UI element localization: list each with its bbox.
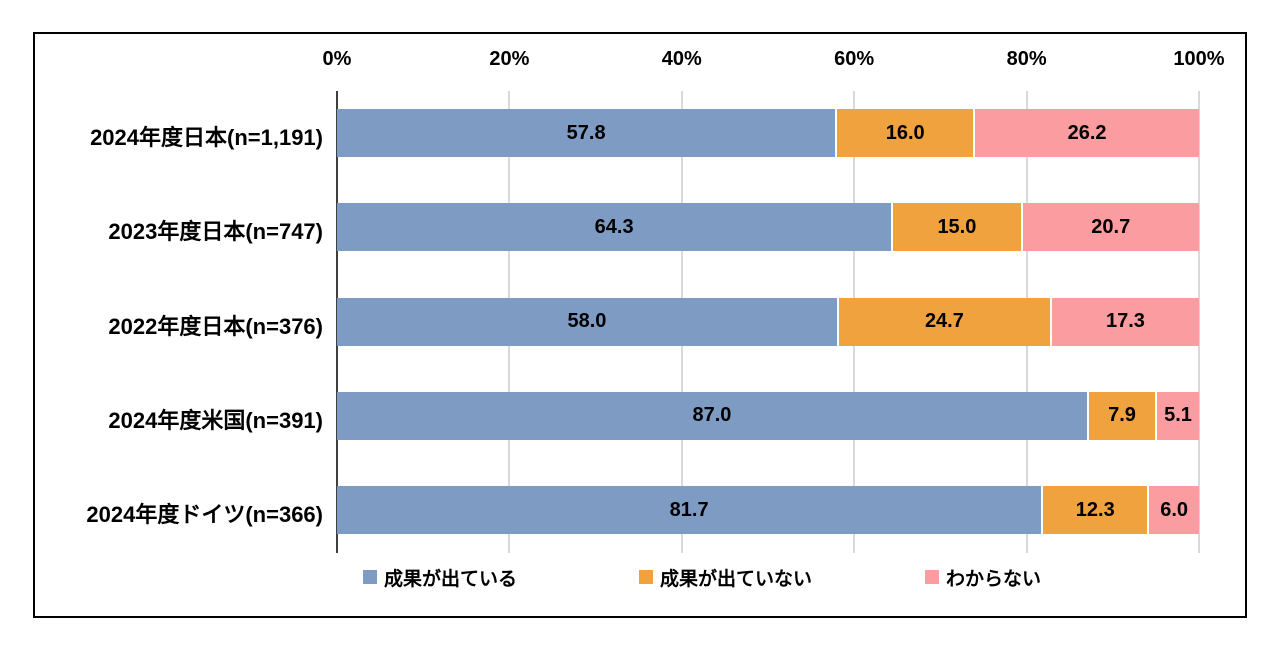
bar-segment: 64.3 [337, 203, 892, 252]
legend-swatch [363, 570, 377, 584]
bar-segment: 12.3 [1041, 486, 1148, 535]
bar-segment: 17.3 [1049, 297, 1199, 346]
value-label: 57.8 [566, 121, 606, 144]
value-label: 26.2 [1067, 121, 1107, 144]
x-axis-tick-label: 80% [1006, 48, 1047, 70]
category-label: 2022年度日本(n=376) [108, 313, 323, 339]
bar-segment: 58.0 [337, 297, 837, 346]
value-label: 6.0 [1160, 498, 1189, 521]
legend-label: 成果が出ていない [660, 568, 813, 590]
value-label: 58.0 [567, 310, 607, 333]
bar-segment: 20.7 [1020, 203, 1199, 252]
legend-swatch [639, 570, 653, 584]
bar-segment: 7.9 [1086, 391, 1156, 440]
legend-item: 成果が出ていない [639, 566, 813, 590]
value-label: 17.3 [1105, 310, 1145, 333]
legend-item: わからない [925, 566, 1042, 590]
value-label: 64.3 [594, 215, 634, 238]
bar-segment: 24.7 [836, 297, 1050, 346]
category-label: 2024年度ドイツ(n=366) [86, 502, 323, 528]
value-label: 7.9 [1108, 404, 1136, 427]
legend-label: 成果が出ている [384, 568, 518, 590]
bar-segment: 81.7 [337, 486, 1042, 535]
bar-segment: 26.2 [973, 109, 1199, 157]
x-axis-tick-label: 100% [1173, 48, 1225, 70]
x-axis-tick-label: 40% [661, 48, 702, 70]
bar-segment: 57.8 [337, 109, 836, 157]
bar-segment: 16.0 [835, 109, 974, 157]
category-label: 2024年度日本(n=1,191) [90, 125, 323, 150]
category-label: 2023年度日本(n=747) [108, 219, 323, 245]
value-label: 16.0 [885, 121, 925, 144]
category-label: 2024年度米国(n=391) [108, 407, 323, 433]
value-label: 12.3 [1075, 498, 1115, 521]
bar-segment: 6.0 [1147, 486, 1199, 535]
value-label: 5.1 [1164, 404, 1192, 427]
chart-frame: 0% 20% 40% 60% 80% 100% 57.8 16.0 26.2 64.3 15.0 2… [33, 32, 1247, 618]
value-label: 24.7 [924, 310, 964, 333]
value-label: 87.0 [692, 404, 732, 427]
value-label: 20.7 [1091, 215, 1131, 238]
x-axis-tick-label: 0% [322, 48, 352, 70]
legend-item: 成果が出ている [363, 566, 518, 590]
gridline [1198, 91, 1200, 553]
legend-swatch [925, 570, 939, 584]
x-axis-tick-label: 60% [834, 48, 875, 70]
value-label: 15.0 [937, 215, 977, 238]
bar-segment: 5.1 [1155, 391, 1199, 440]
bar-segment: 15.0 [891, 203, 1021, 252]
x-axis-tick-label: 20% [489, 48, 530, 70]
value-label: 81.7 [669, 498, 709, 521]
legend-label: わからない [946, 568, 1042, 590]
bar-segment: 87.0 [337, 391, 1087, 440]
